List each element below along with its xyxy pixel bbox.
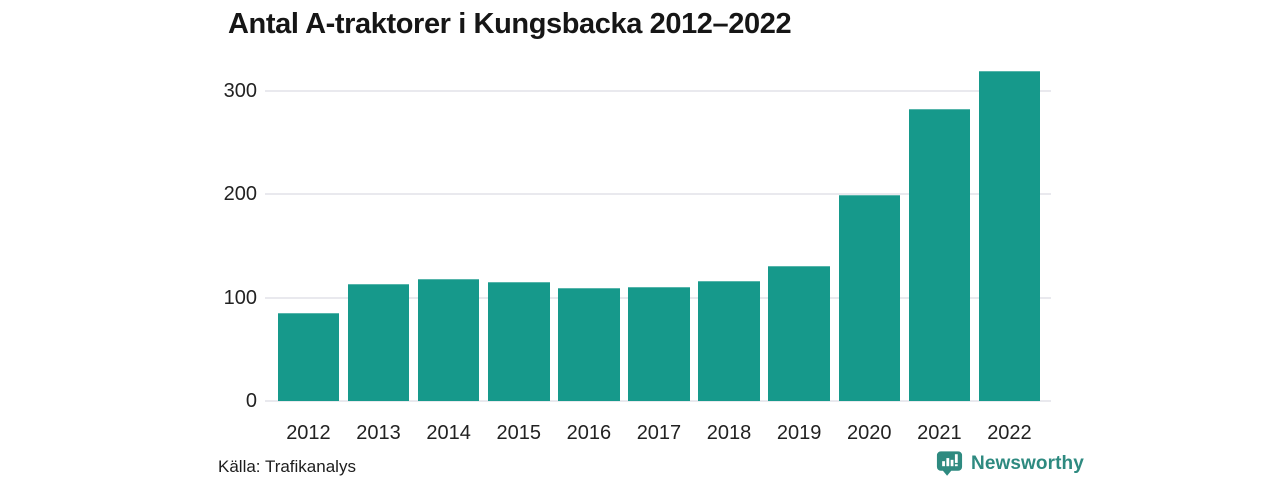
chart-title: Antal A-traktorer i Kungsbacka 2012–2022 [228,8,792,40]
y-axis-tick-label: 200 [223,183,257,206]
x-axis-tick-label: 2022 [987,422,1032,444]
source-note: Källa: Trafikanalys [218,457,356,476]
plot-area [265,56,1051,402]
x-axis-tick-label: 2016 [566,422,612,444]
bar-2014 [417,279,480,401]
x-axis-tick-label: 2015 [496,422,542,444]
x-axis-tick-label: 2018 [706,422,752,444]
bar-2018 [698,281,760,401]
bar-2015 [488,282,550,401]
bar-2020 [838,195,900,401]
newsworthy-logo-icon [935,449,964,478]
bar-2012 [277,313,340,401]
bar-2022 [978,71,1041,401]
gridline-y200 [265,193,1051,196]
gridline-y0 [265,400,1051,402]
brand-name: Newsworthy [971,452,1084,474]
bar-2017 [628,287,690,401]
x-axis-tick-label: 2021 [917,422,962,444]
bar-2013 [347,284,410,401]
x-axis-tick-label: 2012 [286,422,331,444]
x-axis-tick-label: 2014 [426,422,471,444]
bar-2016 [558,288,620,401]
x-axis-tick-label: 2013 [356,422,401,444]
x-axis-tick-label: 2019 [776,422,822,444]
x-axis-tick-label: 2017 [636,422,682,444]
y-axis-tick-label: 300 [223,80,257,102]
y-axis-tick-label: 100 [223,286,257,309]
bar-2019 [768,265,830,401]
gridline-y300 [265,90,1051,92]
y-axis-tick-label: 0 [245,390,257,412]
brand: Newsworthy [935,449,1084,478]
x-axis-tick-label: 2020 [847,422,892,444]
bar-2021 [908,108,971,401]
